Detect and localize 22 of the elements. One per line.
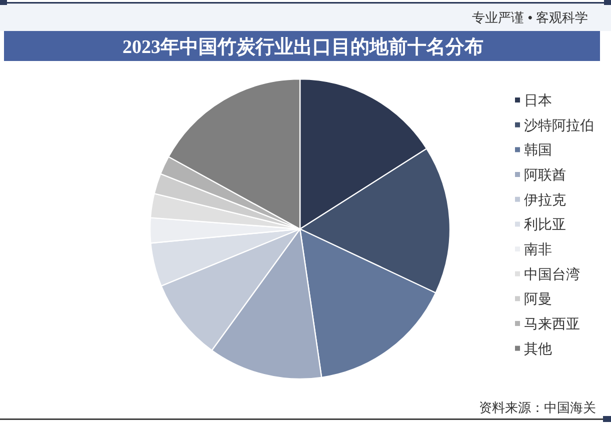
legend-item: 阿曼	[515, 290, 552, 307]
legend-label: 利比亚	[524, 216, 566, 232]
legend-label: 南非	[524, 240, 552, 257]
legend-item: 沙特阿拉伯	[515, 116, 594, 133]
legend-item: 马来西亚	[515, 315, 580, 332]
legend-label: 阿联酋	[524, 166, 566, 182]
annotation: 资料来源：中国海关	[479, 400, 596, 415]
legend-item: 利比亚	[515, 216, 566, 232]
legend-item: 韩国	[515, 142, 552, 158]
title-text: 2023年中国竹炭行业出口目的地前十名分布	[122, 37, 484, 58]
legend-item: 中国台湾	[515, 266, 580, 282]
legend-item: 南非	[515, 240, 552, 257]
legend-label: 其他	[524, 340, 552, 356]
legend-label: 伊拉克	[524, 191, 566, 208]
legend-label: 韩国	[524, 142, 552, 158]
annotation: 专业严谨 • 客观科学	[472, 10, 588, 25]
legend-label: 阿曼	[524, 290, 552, 307]
legend-item: 伊拉克	[515, 191, 566, 208]
legend-item: 阿联酋	[515, 166, 566, 182]
legend-item: 其他	[515, 340, 552, 356]
legend-label: 日本	[524, 92, 552, 108]
legend-item: 日本	[515, 92, 552, 108]
